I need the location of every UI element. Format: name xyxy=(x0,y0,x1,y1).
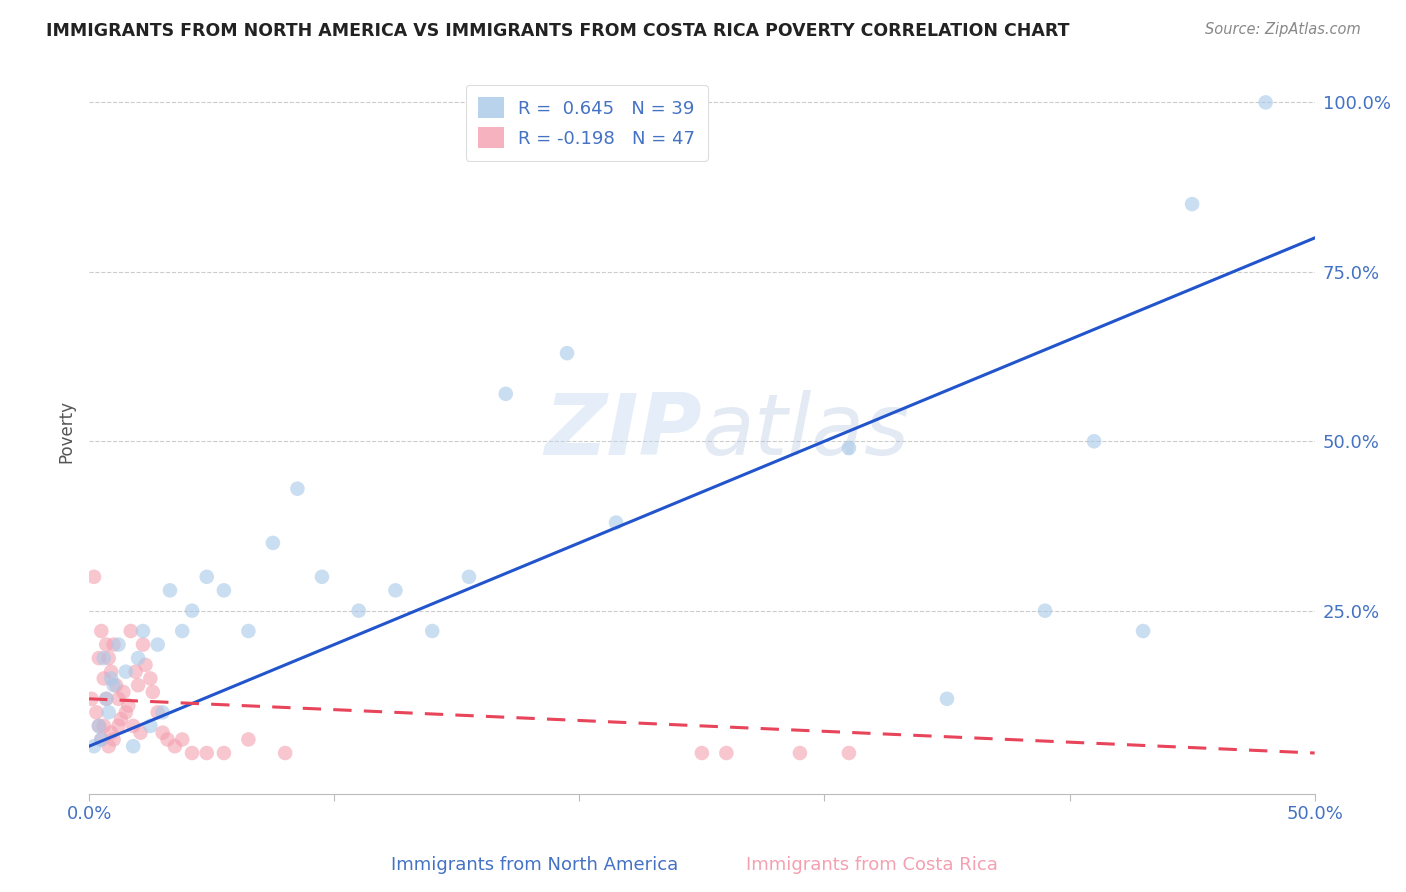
Text: IMMIGRANTS FROM NORTH AMERICA VS IMMIGRANTS FROM COSTA RICA POVERTY CORRELATION : IMMIGRANTS FROM NORTH AMERICA VS IMMIGRA… xyxy=(46,22,1070,40)
Point xyxy=(97,651,120,665)
Point xyxy=(120,624,142,638)
Point xyxy=(172,732,194,747)
Point xyxy=(97,706,120,720)
Point xyxy=(287,482,309,496)
Point xyxy=(152,725,174,739)
Point xyxy=(458,570,481,584)
Point xyxy=(107,719,129,733)
Point xyxy=(117,698,139,713)
Point xyxy=(716,746,738,760)
Point xyxy=(83,570,105,584)
Text: atlas: atlas xyxy=(702,390,910,473)
Point xyxy=(127,651,149,665)
Point xyxy=(93,651,115,665)
Point xyxy=(103,678,125,692)
Point xyxy=(262,536,284,550)
Point xyxy=(311,570,333,584)
Point xyxy=(159,583,181,598)
Point xyxy=(789,746,811,760)
Point xyxy=(212,583,235,598)
Point xyxy=(495,387,517,401)
Point xyxy=(195,570,218,584)
Point xyxy=(347,604,370,618)
Point xyxy=(107,638,129,652)
Point xyxy=(838,441,860,455)
Point xyxy=(172,624,194,638)
Point xyxy=(238,732,260,747)
Point xyxy=(93,719,115,733)
Point xyxy=(605,516,627,530)
Point xyxy=(114,706,136,720)
Point xyxy=(156,732,179,747)
Legend: R =  0.645   N = 39, R = -0.198   N = 47: R = 0.645 N = 39, R = -0.198 N = 47 xyxy=(465,85,707,161)
Point xyxy=(114,665,136,679)
Point xyxy=(122,719,145,733)
Point xyxy=(100,665,122,679)
Point xyxy=(90,732,112,747)
Point xyxy=(96,691,118,706)
Point xyxy=(90,732,112,747)
Point xyxy=(139,672,162,686)
Point xyxy=(129,725,152,739)
Point xyxy=(838,746,860,760)
Point xyxy=(132,624,155,638)
Y-axis label: Poverty: Poverty xyxy=(58,400,75,463)
Point xyxy=(146,706,169,720)
Point xyxy=(384,583,406,598)
Text: Source: ZipAtlas.com: Source: ZipAtlas.com xyxy=(1205,22,1361,37)
Point xyxy=(87,719,110,733)
Point xyxy=(112,685,135,699)
Text: ZIP: ZIP xyxy=(544,390,702,473)
Point xyxy=(96,691,118,706)
Point xyxy=(90,624,112,638)
Point xyxy=(134,657,156,672)
Point xyxy=(93,672,115,686)
Point xyxy=(1254,95,1277,110)
Point xyxy=(181,746,204,760)
Point xyxy=(103,732,125,747)
Text: Immigrants from Costa Rica: Immigrants from Costa Rica xyxy=(745,856,998,874)
Point xyxy=(87,651,110,665)
Point xyxy=(1083,434,1105,449)
Point xyxy=(195,746,218,760)
Point xyxy=(420,624,443,638)
Point xyxy=(122,739,145,754)
Point xyxy=(87,719,110,733)
Point xyxy=(139,719,162,733)
Point xyxy=(274,746,297,760)
Point xyxy=(1033,604,1056,618)
Point xyxy=(100,672,122,686)
Point xyxy=(80,691,103,706)
Point xyxy=(127,678,149,692)
Point xyxy=(103,638,125,652)
Point xyxy=(132,638,155,652)
Point xyxy=(105,678,128,692)
Point xyxy=(100,725,122,739)
Point xyxy=(152,706,174,720)
Text: Immigrants from North America: Immigrants from North America xyxy=(391,856,678,874)
Point xyxy=(238,624,260,638)
Point xyxy=(146,638,169,652)
Point xyxy=(142,685,165,699)
Point xyxy=(936,691,959,706)
Point xyxy=(690,746,713,760)
Point xyxy=(83,739,105,754)
Point xyxy=(107,691,129,706)
Point xyxy=(97,739,120,754)
Point xyxy=(163,739,186,754)
Point xyxy=(96,638,118,652)
Point xyxy=(1181,197,1204,211)
Point xyxy=(86,706,108,720)
Point xyxy=(555,346,578,360)
Point xyxy=(110,712,132,726)
Point xyxy=(1132,624,1154,638)
Point xyxy=(181,604,204,618)
Point xyxy=(212,746,235,760)
Point xyxy=(124,665,146,679)
